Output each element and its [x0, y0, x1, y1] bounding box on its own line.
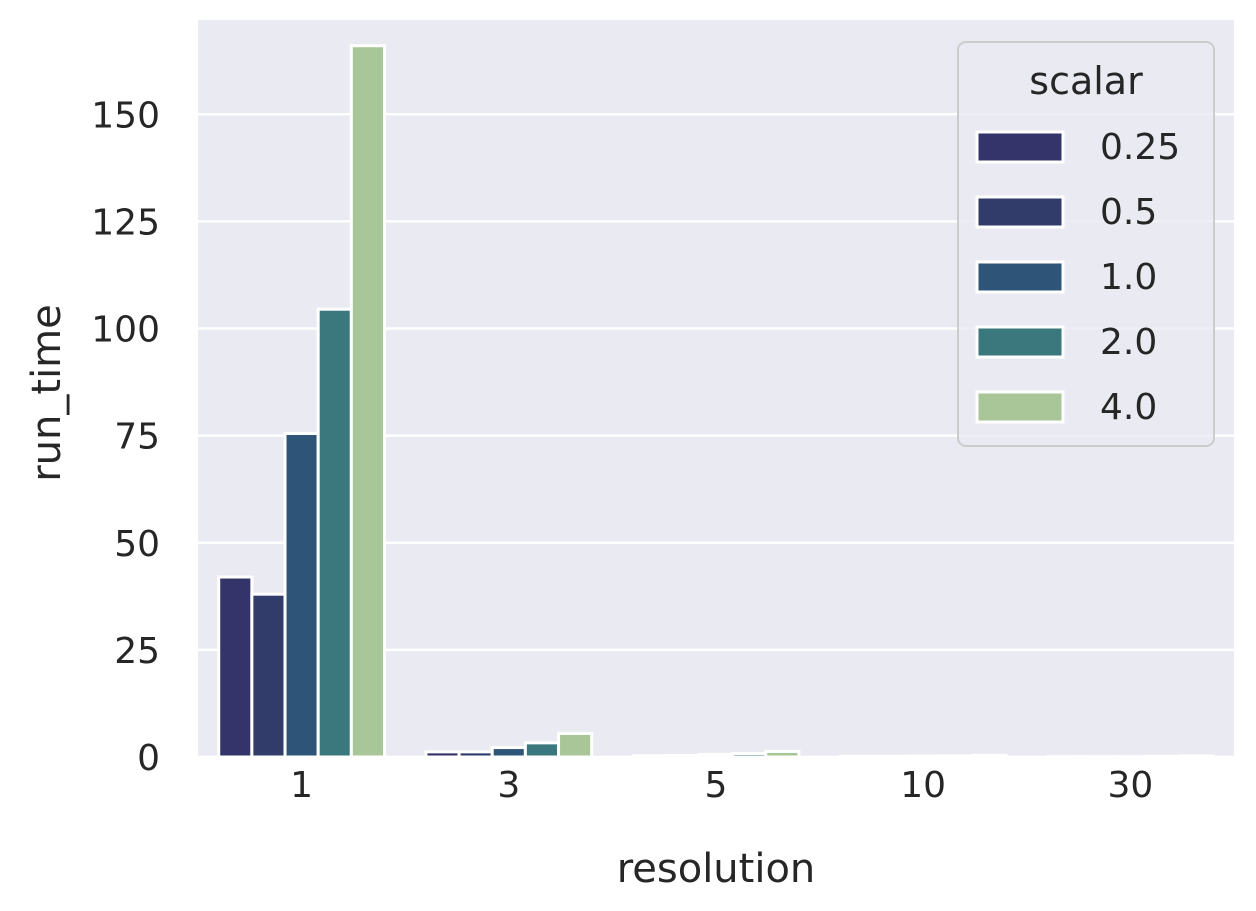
x-tick-label: 5	[705, 765, 728, 806]
bar-10-0.5	[871, 754, 909, 759]
y-tick-label: 50	[114, 524, 160, 565]
bar-10-4.0	[971, 753, 1008, 759]
legend-entry-label: 0.5	[1100, 192, 1157, 233]
bar-10-0.25	[838, 754, 875, 759]
legend-swatch	[975, 195, 1065, 229]
bar-5-0.25	[631, 754, 668, 759]
bar-30-2.0	[1145, 754, 1182, 759]
legend-entry-label: 2.0	[1100, 322, 1157, 363]
legend: scalar 0.25 0.5 1.0 2.0 4.0	[957, 41, 1215, 447]
legend-items: 0.25 0.5 1.0 2.0 4.0	[975, 127, 1180, 428]
y-tick-label: 125	[91, 202, 160, 243]
legend-swatch	[975, 130, 1065, 164]
bar-5-4.0	[764, 749, 801, 759]
x-tick-label: 1	[290, 765, 313, 806]
x-tick-label: 30	[1107, 765, 1153, 806]
bar-10-2.0	[938, 754, 975, 759]
bars	[217, 44, 1215, 759]
x-tick-label: 10	[900, 765, 946, 806]
y-tick-label: 75	[114, 417, 160, 458]
y-tick-label: 0	[137, 738, 160, 779]
bar-3-2.0	[523, 741, 561, 759]
legend-swatch	[975, 325, 1065, 359]
bar-3-1.0	[490, 746, 527, 759]
bar-1-2.0	[316, 307, 353, 759]
y-axis-label: run_time	[24, 304, 70, 482]
legend-title: scalar	[1029, 59, 1143, 103]
legend-entry-label: 4.0	[1100, 387, 1157, 428]
bar-10-1.0	[905, 754, 942, 759]
bar-30-4.0	[1178, 754, 1215, 759]
bar-1-0.25	[217, 575, 254, 759]
bar-5-1.0	[697, 752, 735, 759]
x-tick-label: 3	[497, 765, 520, 806]
bar-5-2.0	[731, 752, 768, 759]
bar-5-0.5	[664, 754, 701, 759]
bar-3-0.25	[424, 750, 461, 759]
y-tick-label: 100	[91, 310, 160, 351]
y-tick-label: 150	[91, 95, 160, 136]
legend-entry-label: 0.25	[1100, 127, 1180, 168]
bar-1-1.0	[283, 431, 320, 759]
x-axis-ticks: 1 3 5 10 30	[290, 765, 1153, 806]
y-axis-ticks: 0 25 50 75 100 125 150	[91, 95, 160, 779]
legend-entry-label: 1.0	[1100, 257, 1157, 298]
legend-swatch	[975, 260, 1065, 294]
bar-3-0.5	[457, 750, 494, 759]
x-axis-label: resolution	[617, 846, 816, 892]
bar-1-4.0	[349, 44, 386, 759]
bar-1-0.5	[250, 592, 287, 759]
y-tick-label: 25	[114, 631, 160, 672]
legend-swatch	[975, 390, 1065, 424]
bar-3-4.0	[557, 731, 594, 759]
